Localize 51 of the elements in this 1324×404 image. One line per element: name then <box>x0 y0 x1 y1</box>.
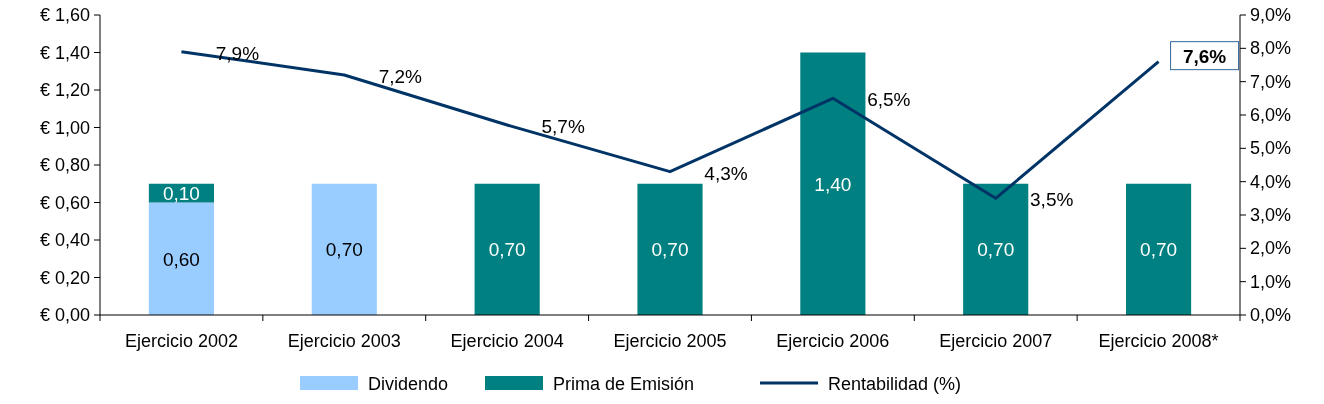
x-tick-label: Ejercicio 2003 <box>287 331 401 351</box>
bar <box>637 183 703 315</box>
x-tick-label: Ejercicio 2002 <box>124 331 238 351</box>
data-label: 1,40 <box>814 173 852 195</box>
y-tick-label: € 0,00 <box>39 305 90 325</box>
bar <box>148 202 214 315</box>
x-tick-label: Ejercicio 2005 <box>613 331 727 351</box>
bar <box>311 183 377 315</box>
y2-tick-label: 6,0% <box>1250 105 1292 125</box>
bar <box>963 183 1029 315</box>
y-tick-label: € 1,00 <box>39 117 90 138</box>
y2-tick-label: 2,0% <box>1250 238 1292 259</box>
y2-tick-label: 9,0% <box>1250 5 1292 25</box>
data-label: 0,10 <box>162 183 200 205</box>
x-tick-label: Ejercicio 2007 <box>939 331 1053 351</box>
data-label: 0,70 <box>977 239 1015 261</box>
bar <box>1126 183 1192 315</box>
data-label: 7,2% <box>378 66 423 87</box>
y2-tick-label: 4,0% <box>1250 171 1292 192</box>
y2-tick-label: 7,0% <box>1250 71 1292 92</box>
y2-tick-label: 1,0% <box>1250 271 1292 292</box>
legend-label: Rentabilidad (%) <box>828 374 962 394</box>
y2-tick-label: 0,0% <box>1250 305 1292 325</box>
y-tick-label: € 1,20 <box>39 80 90 100</box>
bar <box>474 183 540 315</box>
y2-tick-label: 8,0% <box>1250 38 1292 59</box>
y-tick-label: € 1,60 <box>39 5 90 25</box>
data-label: 6,5% <box>867 89 911 111</box>
data-label: 4,3% <box>704 162 748 184</box>
data-label: 7,6% <box>1182 45 1227 67</box>
legend-label: Dividendo <box>368 374 449 394</box>
data-label: 0,60 <box>162 248 200 270</box>
y2-tick-label: 5,0% <box>1250 138 1292 159</box>
data-label: 0,70 <box>1140 239 1178 261</box>
data-label: 7,9% <box>215 42 260 64</box>
y-tick-label: € 0,40 <box>39 230 90 250</box>
y-tick-label: € 0,20 <box>39 267 90 288</box>
x-tick-label: Ejercicio 2004 <box>450 331 564 351</box>
data-label: 5,7% <box>541 116 585 137</box>
bar <box>800 52 866 315</box>
data-label: 0,70 <box>651 239 689 261</box>
x-tick-label: Ejercicio 2008* <box>1098 331 1219 351</box>
data-label: 0,70 <box>325 239 363 261</box>
x-tick-label: Ejercicio 2006 <box>776 331 890 351</box>
y-tick-label: € 0,60 <box>39 192 90 213</box>
y-tick-label: € 0,80 <box>39 155 90 175</box>
y2-tick-label: 3,0% <box>1250 205 1292 225</box>
data-label: 3,5% <box>1030 189 1074 211</box>
y-tick-label: € 1,40 <box>39 42 90 63</box>
legend-label: Prima de Emisión <box>553 374 695 394</box>
data-label: 0,70 <box>488 239 526 261</box>
